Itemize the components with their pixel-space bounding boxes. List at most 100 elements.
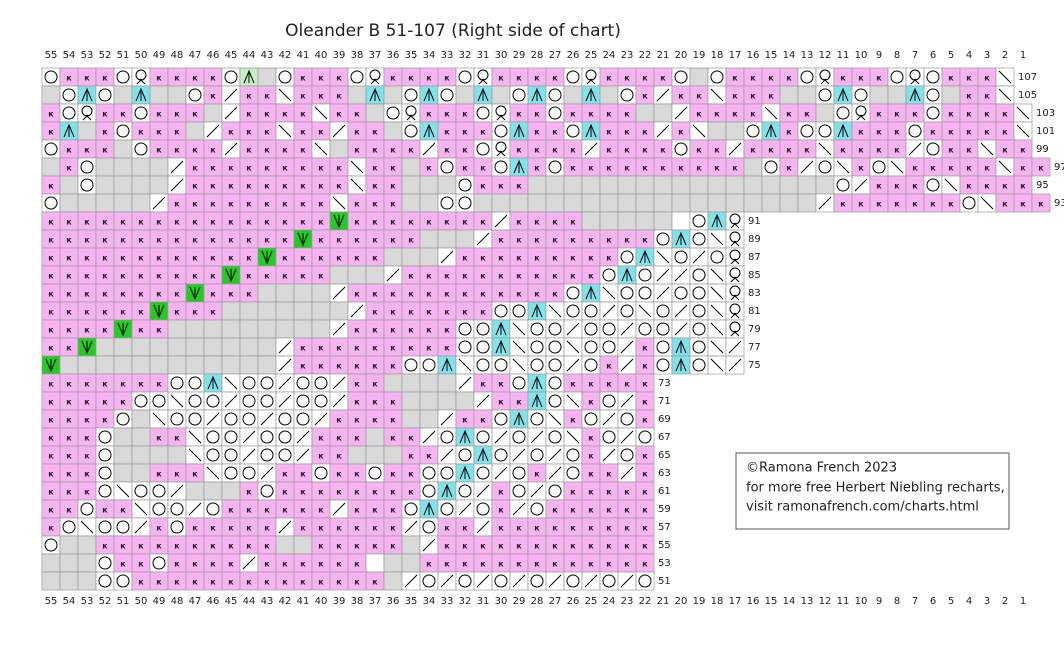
knit-symbol: к (534, 218, 540, 227)
knit-symbol: к (984, 92, 990, 101)
column-number: 14 (783, 596, 796, 607)
knit-symbol: к (156, 218, 162, 227)
stitch-cell (257, 301, 277, 321)
column-number: 36 (387, 596, 400, 607)
yarn-over (44, 70, 58, 84)
yarn-over (314, 376, 328, 390)
column-number: 23 (621, 50, 634, 61)
knit-symbol: к (210, 542, 216, 551)
knit-symbol: к (210, 272, 216, 281)
knit-symbol: к (462, 290, 468, 299)
left-decrease (548, 412, 562, 426)
knit-symbol: к (354, 110, 360, 119)
left-decrease (350, 178, 364, 192)
knit-symbol: к (192, 146, 198, 155)
stitch-cell (59, 571, 79, 591)
stitch-cell (437, 175, 457, 195)
stitch-cell (365, 553, 385, 573)
stitch-cell (113, 193, 133, 213)
yarn-over (476, 430, 490, 444)
right-decrease (404, 574, 418, 588)
stitch-cell (59, 193, 79, 213)
knit-symbol: к (336, 182, 342, 191)
yarn-over (620, 250, 634, 264)
yarn-over (566, 466, 580, 480)
double-decrease (243, 69, 255, 84)
knit-symbol: к (174, 110, 180, 119)
knit-symbol: к (102, 506, 108, 515)
right-decrease (458, 502, 472, 516)
yarn-over (602, 394, 616, 408)
right-decrease (332, 124, 346, 138)
yarn-over (692, 268, 706, 282)
knit-symbol: к (264, 92, 270, 101)
knit-symbol: к (642, 560, 648, 569)
knit-symbol: к (120, 308, 126, 317)
knit-symbol: к (390, 308, 396, 317)
column-number: 35 (405, 50, 418, 61)
knit-symbol: к (300, 182, 306, 191)
knit-symbol: к (534, 560, 540, 569)
left-decrease (188, 448, 202, 462)
left-decrease (188, 430, 202, 444)
knit-symbol: к (66, 290, 72, 299)
stitch-cell (599, 175, 619, 195)
knit-symbol: к (624, 110, 630, 119)
yarn-over (170, 376, 184, 390)
yarn-over (422, 466, 436, 480)
stitch-cell (689, 67, 709, 87)
yarn-over (260, 430, 274, 444)
column-number: 9 (876, 596, 882, 607)
stitch-cell (779, 193, 799, 213)
right-decrease (170, 484, 184, 498)
knit-symbol: к (876, 128, 882, 137)
knit-symbol: к (570, 110, 576, 119)
yarn-over (656, 232, 670, 246)
knit-symbol: к (192, 560, 198, 569)
knit-symbol: к (354, 146, 360, 155)
knit-symbol: к (858, 74, 864, 83)
note-line: for more free Herbert Niebling recharts, (746, 481, 1005, 496)
knit-symbol: к (642, 344, 648, 353)
column-number: 50 (135, 596, 148, 607)
knit-symbol: к (444, 74, 450, 83)
knit-symbol: к (336, 110, 342, 119)
knit-symbol: к (534, 110, 540, 119)
column-number: 46 (207, 596, 220, 607)
knit-symbol: к (300, 110, 306, 119)
column-number: 9 (876, 50, 882, 61)
knit-symbol: к (444, 542, 450, 551)
right-decrease (494, 430, 508, 444)
knit-symbol: к (174, 542, 180, 551)
yarn-over (602, 574, 616, 588)
double-decrease (531, 375, 543, 390)
knit-symbol: к (300, 488, 306, 497)
knit-symbol: к (102, 290, 108, 299)
knit-symbol: к (66, 326, 72, 335)
knit-symbol: к (426, 110, 432, 119)
right-decrease (620, 394, 634, 408)
stitch-cell (131, 337, 151, 357)
yarn-over (260, 484, 274, 498)
knit-symbol: к (642, 128, 648, 137)
stitch-cell (41, 571, 61, 591)
stitch-cell (203, 319, 223, 339)
stitch-cell (707, 175, 727, 195)
stitch-cell (563, 193, 583, 213)
column-number: 32 (459, 50, 472, 61)
yarn-over (116, 520, 130, 534)
stitch-cell (581, 193, 601, 213)
knit-symbol: к (534, 128, 540, 137)
knit-symbol: к (426, 308, 432, 317)
yarn-over (98, 430, 112, 444)
yarn-over (62, 520, 76, 534)
knit-symbol: к (156, 146, 162, 155)
column-number: 7 (912, 596, 918, 607)
knit-symbol: к (102, 74, 108, 83)
twisted-stitch-tail (730, 294, 740, 301)
yarn-over (440, 88, 454, 102)
knit-symbol: к (588, 470, 594, 479)
knit-symbol: к (768, 74, 774, 83)
knit-symbol: к (336, 470, 342, 479)
column-number: 34 (423, 596, 436, 607)
